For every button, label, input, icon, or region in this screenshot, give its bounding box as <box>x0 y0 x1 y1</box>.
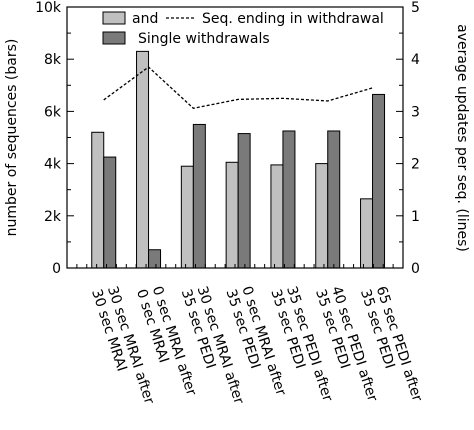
legend: and Seq. ending in withdrawal Single withd… <box>102 11 384 47</box>
bar-and-1 <box>136 50 150 269</box>
y-left-tick-label: 4k <box>44 157 62 173</box>
legend-label-seq-ending-in-withdrawal: Seq. ending in withdrawal <box>202 11 384 27</box>
y-left-tick-label: 10k <box>35 0 62 16</box>
y-right-tick-label: 5 <box>411 0 420 16</box>
bar-single-withdrawals-5 <box>327 130 341 269</box>
legend-label-single-withdrawals: Single withdrawals <box>138 31 270 47</box>
y-right-tick-label: 0 <box>411 261 420 277</box>
line-seq-ending-in-withdrawal <box>103 66 373 109</box>
bar-and-2 <box>180 165 194 269</box>
y-right-axis-title: average updates per seq. (lines) <box>454 24 470 252</box>
legend-swatch-and <box>102 11 126 25</box>
legend-label-and: and <box>132 11 158 27</box>
bar-and-3 <box>225 161 239 269</box>
bar-and-6 <box>360 198 374 269</box>
bar-single-withdrawals-6 <box>372 93 386 269</box>
bar-single-withdrawals-2 <box>192 123 206 269</box>
bar-single-withdrawals-4 <box>282 130 296 269</box>
bar-and-4 <box>270 164 284 269</box>
y-left-axis-title: number of sequences (bars) <box>4 39 20 237</box>
y-right-tick-label: 2 <box>411 157 420 173</box>
legend-swatch-single-withdrawals <box>102 31 126 45</box>
bar-single-withdrawals-0 <box>103 156 117 269</box>
y-right-tick-label: 1 <box>411 209 420 225</box>
axes <box>66 6 404 269</box>
bar-single-withdrawals-1 <box>148 249 162 269</box>
y-right-tick-label: 3 <box>411 104 420 120</box>
y-left-tick-label: 8k <box>44 52 62 68</box>
bar-and-5 <box>315 163 329 269</box>
y-left-tick-label: 2k <box>44 209 62 225</box>
plot-area <box>91 50 386 269</box>
y-left-tick-label: 6k <box>44 104 62 120</box>
y-left-tick-label: 0 <box>52 261 61 277</box>
bar-and-0 <box>91 131 105 269</box>
bar-single-withdrawals-3 <box>237 133 251 269</box>
y-right-tick-label: 4 <box>411 52 420 68</box>
